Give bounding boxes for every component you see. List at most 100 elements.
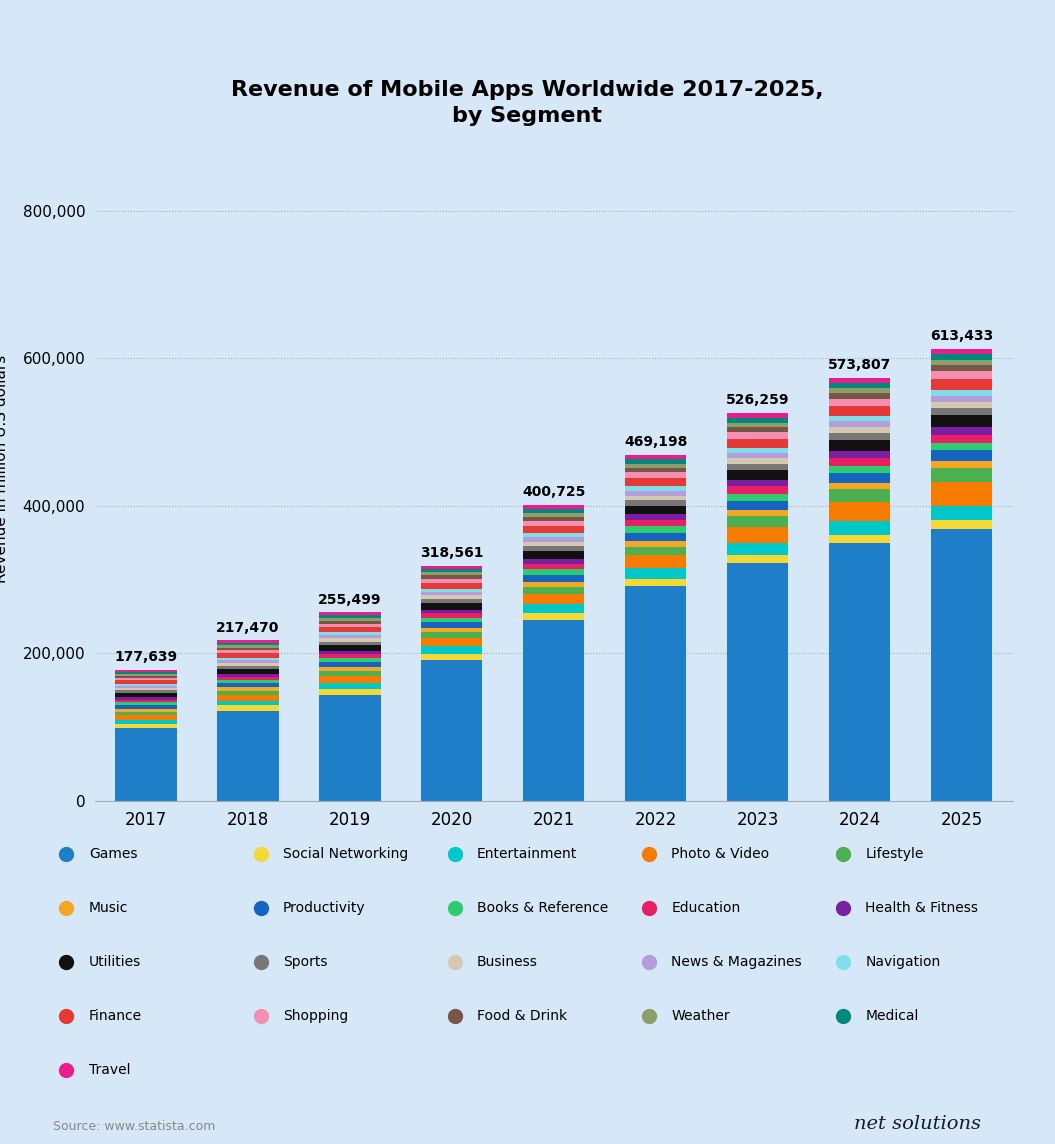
Text: 255,499: 255,499 [319,593,382,606]
Bar [115,674,176,676]
Bar [829,440,890,451]
Bar [932,396,993,402]
Bar [626,478,687,486]
Bar [320,627,381,633]
Bar [932,529,993,801]
Bar [932,408,993,415]
Bar [626,541,687,547]
Bar [932,506,993,519]
Bar [320,645,381,651]
Text: Sports: Sports [283,955,327,969]
Bar [320,633,381,635]
Bar [523,547,584,551]
Bar [421,638,482,646]
Bar [217,683,279,688]
Bar [626,460,687,463]
Bar [320,621,381,623]
Bar [523,522,584,526]
Bar [932,415,993,427]
Bar [626,500,687,506]
Bar [523,533,584,538]
Bar [626,556,687,567]
Bar [829,458,890,466]
Bar [626,495,687,500]
Bar [421,591,482,596]
Bar [727,501,788,509]
Bar [217,650,279,653]
Bar [217,641,279,643]
Bar [320,662,381,667]
Bar [727,555,788,563]
Bar [421,628,482,633]
Bar [626,506,687,515]
Bar [932,468,993,482]
Bar [217,658,279,660]
Text: 526,259: 526,259 [726,392,789,407]
Bar [727,509,788,516]
Text: Photo & Video: Photo & Video [671,847,769,861]
Bar [829,472,890,483]
Bar [421,603,482,610]
Text: Utilities: Utilities [89,955,141,969]
Bar [727,464,788,470]
Bar [523,594,584,604]
Text: 400,725: 400,725 [522,485,586,500]
Bar [829,522,890,534]
Bar [421,589,482,591]
Bar [626,468,687,472]
Bar [115,706,176,708]
Bar [727,480,788,486]
Bar [829,434,890,440]
Bar [523,613,584,620]
Bar [523,582,584,587]
Bar [626,533,687,541]
Bar [932,371,993,380]
Bar [115,700,176,702]
Bar [626,472,687,478]
Bar [932,380,993,390]
Bar [932,427,993,435]
Bar [217,696,279,701]
Text: Health & Fitness: Health & Fitness [865,901,978,915]
Bar [829,378,890,383]
Bar [217,680,279,683]
Bar [217,676,279,680]
Bar [932,355,993,360]
Bar [115,720,176,723]
Bar [115,702,176,706]
Bar [829,406,890,416]
Bar [115,708,176,712]
Bar [626,567,687,579]
Text: Social Networking: Social Networking [283,847,408,861]
Text: News & Magazines: News & Magazines [671,955,802,969]
Bar [626,519,687,526]
Bar [421,579,482,582]
Bar [320,615,381,618]
Text: Music: Music [89,901,128,915]
Bar [523,574,584,582]
Bar [115,728,176,801]
Bar [932,461,993,468]
Bar [115,688,176,691]
Bar [217,669,279,674]
Bar [421,653,482,660]
Bar [523,604,584,613]
Bar [626,455,687,460]
Bar [523,620,584,801]
Text: Business: Business [477,955,538,969]
Text: 318,561: 318,561 [420,546,483,561]
Bar [217,691,279,696]
Bar [932,451,993,461]
Text: Source: www.statista.com: Source: www.statista.com [53,1120,215,1133]
Bar [115,677,176,681]
Bar [727,418,788,422]
Bar [217,653,279,658]
Bar [727,422,788,427]
Bar [626,579,687,586]
Bar [115,715,176,720]
Bar [421,596,482,599]
Bar [115,681,176,684]
Bar [727,432,788,439]
Bar [115,685,176,688]
Text: Books & Reference: Books & Reference [477,901,609,915]
